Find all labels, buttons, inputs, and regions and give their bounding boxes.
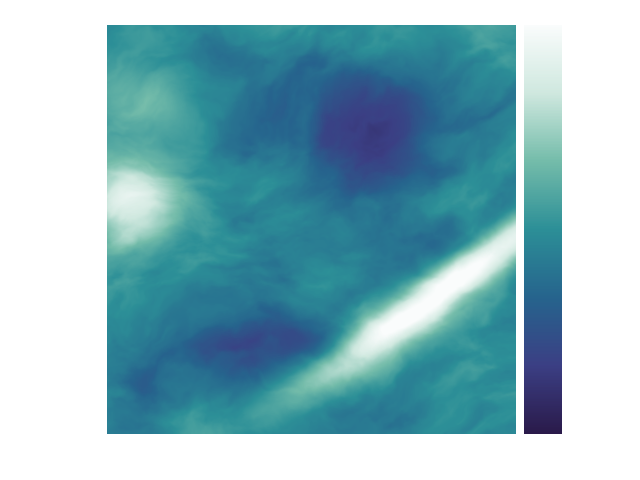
colorbar <box>524 25 562 434</box>
field-image <box>107 25 516 434</box>
